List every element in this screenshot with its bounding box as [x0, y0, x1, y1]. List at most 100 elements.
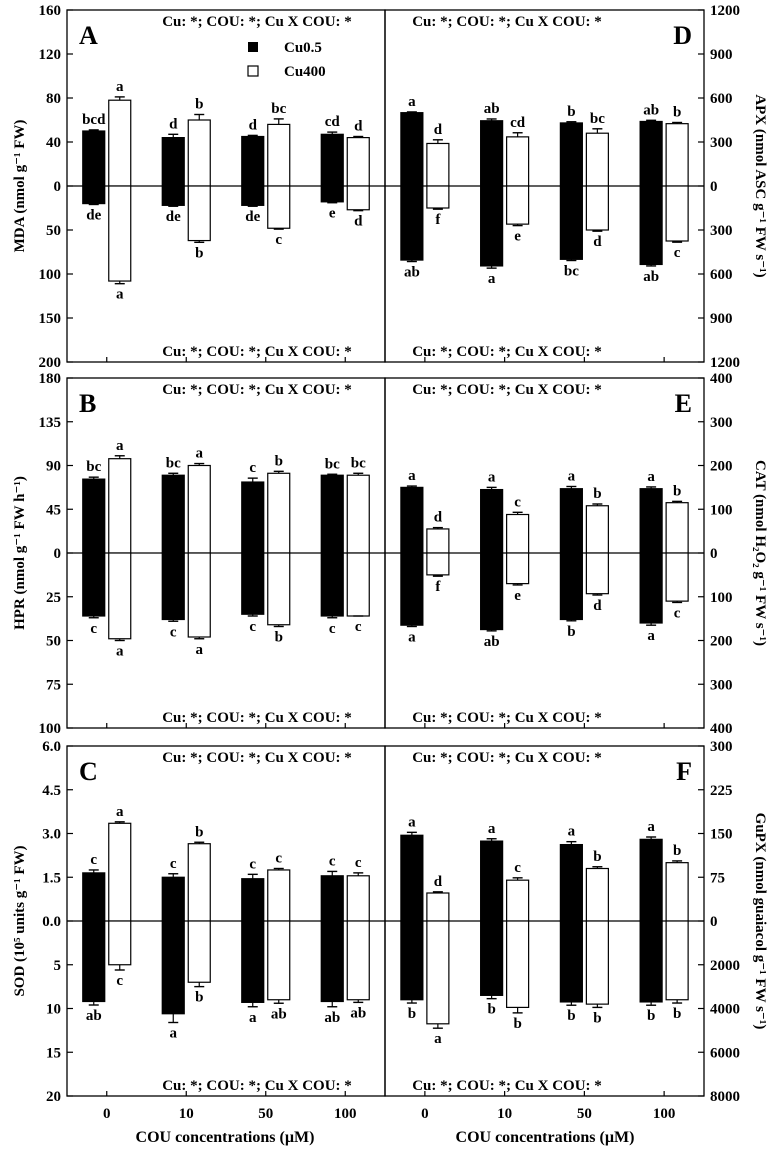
panel-c: 0.0 1.5 3.0 4.5 6.0 5 10 15 20 SOD (10⁵ units g⁻¹… [12, 739, 386, 1122]
significance-letter: c [329, 621, 336, 637]
bar-bottom-cu0-5 [400, 185, 424, 261]
panel-letter: B [79, 389, 96, 418]
significance-letter: b [195, 97, 203, 113]
significance-letter: ab [484, 634, 500, 650]
bar-top-cu0-5 [241, 481, 265, 554]
bar-top-cu0-5 [480, 120, 504, 187]
significance-letter: bc [325, 456, 340, 472]
y-tick-label: 160 [39, 3, 62, 19]
bar-top-cu0-5 [320, 875, 344, 922]
significance-letter: c [275, 232, 282, 248]
significance-letter: b [593, 849, 601, 865]
significance-letter: b [567, 1008, 575, 1024]
y-tick-label: 0 [710, 546, 718, 562]
bar-bottom-cu0-5 [400, 552, 424, 626]
stats-annotation-top: Cu: *; COU: *; Cu X COU: * [162, 14, 352, 30]
y-tick-label: 90 [46, 459, 61, 475]
bar-top-cu400 [585, 867, 609, 922]
panel-d: 0 300 600 900 1200 300 600 900 1200 APX (nmol ASC… [384, 3, 768, 371]
significance-letter: b [195, 824, 203, 840]
bar-top-cu0-5 [559, 843, 583, 922]
y-tick-label: 225 [710, 783, 733, 799]
bar-bottom-cu400 [346, 552, 370, 617]
y-tick-label: 100 [39, 721, 62, 737]
significance-letter: c [275, 851, 282, 867]
bar-bottom-cu0-5 [161, 185, 185, 206]
stats-annotation-bottom: Cu: *; COU: *; Cu X COU: * [162, 710, 352, 726]
x-axis-title-right: COU concentrations (µM) [456, 1129, 635, 1146]
y-tick-label: 150 [710, 827, 733, 843]
significance-letter: f [435, 579, 441, 595]
significance-letter: a [408, 814, 416, 830]
stats-annotation-bottom: Cu: *; COU: *; Cu X COU: * [162, 344, 352, 360]
x-tick-label: 10 [497, 1106, 512, 1122]
y-tick-label: 200 [39, 355, 62, 371]
significance-letter: c [355, 619, 362, 635]
y-tick-label: 1200 [710, 355, 740, 371]
y-tick-label: 400 [710, 721, 733, 737]
bar-bottom-cu400 [267, 185, 291, 229]
significance-letter: de [166, 209, 181, 225]
significance-letter: c [514, 860, 521, 876]
y-tick-label: 100 [710, 590, 733, 606]
significance-letter: bcd [82, 112, 106, 128]
bar-top-cu400 [187, 464, 211, 554]
significance-letter: c [674, 605, 681, 621]
x-tick-label: 100 [334, 1106, 357, 1122]
significance-letter: a [434, 1031, 442, 1047]
significance-letter: b [513, 1016, 521, 1032]
significance-letter: e [329, 206, 336, 222]
panel-a: 0 40 80 120 160 50 100 150 200 MDA (nmol g⁻¹ FW) A… [12, 3, 386, 371]
stats-annotation-top: Cu: *; COU: *; Cu X COU: * [412, 14, 602, 30]
bar-top-cu0-5 [400, 112, 424, 187]
significance-letter: bc [351, 455, 366, 471]
y-tick-label: 75 [710, 870, 725, 886]
stats-annotation-bottom: Cu: *; COU: *; Cu X COU: * [412, 1078, 602, 1094]
significance-letter: bc [271, 101, 286, 117]
significance-letter: b [275, 453, 283, 469]
significance-letter: c [170, 624, 177, 640]
significance-letter: a [568, 824, 576, 840]
y-axis-title: SOD (10⁵ units g⁻¹ FW) [12, 845, 28, 996]
significance-letter: d [434, 122, 443, 138]
y-tick-label: 50 [46, 634, 61, 650]
significance-letter: a [408, 468, 416, 484]
significance-letter: d [434, 874, 443, 890]
stats-annotation-bottom: Cu: *; COU: *; Cu X COU: * [162, 1078, 352, 1094]
significance-letter: ab [484, 101, 500, 117]
bar-top-cu400 [665, 123, 689, 187]
significance-letter: ab [643, 269, 659, 285]
bar-bottom-cu400 [108, 552, 132, 640]
significance-letter: f [435, 212, 441, 228]
bar-bottom-cu0-5 [400, 920, 424, 1001]
y-tick-label: 200 [710, 459, 733, 475]
significance-letter: d [169, 116, 178, 132]
significance-letter: d [593, 234, 602, 250]
bar-top-cu400 [506, 879, 530, 922]
significance-letter: ab [271, 1006, 287, 1022]
significance-letter: e [514, 588, 521, 604]
bar-bottom-cu0-5 [480, 552, 504, 631]
y-tick-label: 25 [46, 590, 61, 606]
significance-letter: a [116, 79, 124, 95]
panel-b: 0 45 90 135 180 25 50 75 100 HPR (nmol g⁻¹ FW h⁻¹… [12, 371, 386, 737]
x-axis-title-left: COU concentrations (µM) [136, 1129, 315, 1146]
bar-bottom-cu400 [187, 920, 211, 983]
significance-letter: ab [86, 1008, 102, 1024]
significance-letter: d [354, 119, 363, 135]
significance-letter: a [488, 271, 496, 287]
y-tick-label: 50 [46, 223, 61, 239]
bar-top-cu0-5 [639, 838, 663, 922]
legend-swatch-cu0-5 [248, 42, 258, 52]
bar-bottom-cu0-5 [639, 185, 663, 266]
bar-bottom-cu400 [585, 552, 609, 595]
bar-top-cu0-5 [320, 133, 344, 187]
y-tick-label: 300 [710, 135, 733, 151]
y-axis-title: CAT (nmol H₂O₂ g⁻¹ FW s⁻¹) [752, 460, 768, 646]
panel-letter: C [79, 757, 98, 786]
legend: Cu0.5 Cu400 [247, 40, 326, 80]
significance-letter: b [593, 486, 601, 502]
x-tick-label: 0 [103, 1106, 111, 1122]
stats-annotation-bottom: Cu: *; COU: *; Cu X COU: * [412, 344, 602, 360]
significance-letter: c [90, 621, 97, 637]
